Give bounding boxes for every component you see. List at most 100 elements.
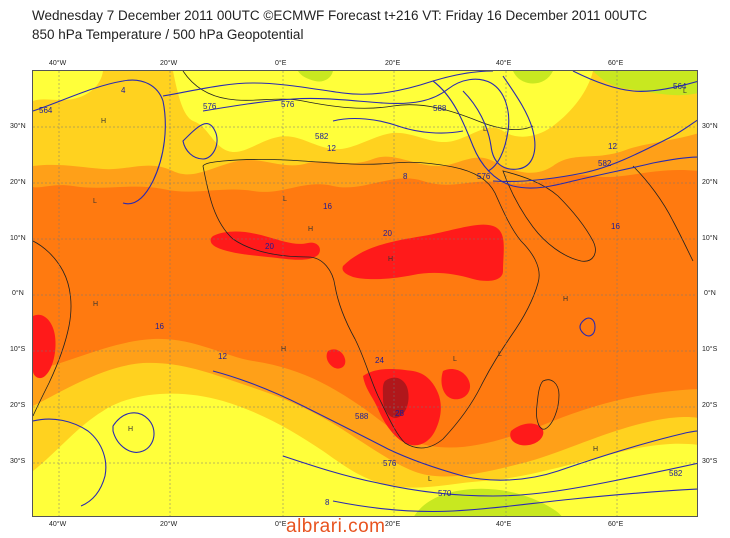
temp-band-cold-south	[414, 488, 562, 516]
pressure-center: L	[683, 88, 687, 95]
pressure-centers: H L H L H L H L H H L H L H L	[93, 88, 687, 483]
lat-label-left: 0°N	[12, 290, 24, 297]
temp-label: 20	[383, 229, 392, 238]
lat-label-left: 30°N	[10, 123, 26, 130]
pressure-center: H	[128, 426, 133, 433]
temp-label: 4	[121, 86, 126, 95]
pressure-center: L	[283, 196, 287, 203]
contour-line	[182, 123, 218, 160]
temp-label: 16	[155, 322, 164, 331]
temp-band-cold-north	[593, 71, 697, 96]
coast-india	[632, 165, 694, 262]
lat-label-left: 10°N	[10, 235, 26, 242]
temp-zone-very-hot	[342, 224, 504, 281]
temp-zone-extreme	[382, 377, 409, 418]
lon-label-top: 0°E	[275, 60, 287, 67]
geopotential-label: 582	[598, 159, 612, 168]
lon-label-top: 20°E	[385, 60, 401, 67]
lon-label-bottom: 40°E	[496, 521, 512, 528]
temp-label: 16	[323, 202, 332, 211]
temp-label: 8	[325, 498, 330, 507]
title-line-1: Wednesday 7 December 2011 00UTC ©ECMWF F…	[32, 8, 648, 23]
contour-line	[432, 80, 697, 189]
lon-label-bottom: 0°E	[275, 521, 287, 528]
pressure-center: H	[388, 256, 393, 263]
contour-line	[202, 78, 510, 172]
temp-zone-very-hot	[33, 314, 56, 379]
lat-label-right: 10°N	[702, 235, 718, 242]
temp-label: 12	[327, 144, 336, 153]
geopotential-label: 588	[433, 104, 447, 113]
contour-line	[33, 418, 107, 507]
geopotential-label: 582	[315, 132, 329, 141]
geopotential-label: 588	[355, 412, 369, 421]
lon-label-bottom: 40°W	[49, 521, 67, 528]
geopotential-label: 564	[39, 106, 53, 115]
temp-label: 16	[611, 222, 620, 231]
lat-label-left: 30°S	[10, 458, 26, 465]
contour-line	[33, 79, 166, 205]
pressure-center: H	[93, 301, 98, 308]
contour-line	[112, 412, 155, 453]
forecast-map: 4 8 12 16 20 24 28 12 16 20 12 16 8 564 …	[32, 70, 698, 517]
pressure-center: H	[308, 226, 313, 233]
lon-label-top: 40°E	[496, 60, 512, 67]
geopotential-label: 564	[673, 82, 687, 91]
lat-label-right: 30°N	[702, 123, 718, 130]
temp-label: 20	[265, 242, 274, 251]
lat-label-right: 0°N	[704, 290, 716, 297]
temp-label: 12	[608, 142, 617, 151]
lon-label-top: 20°W	[160, 60, 178, 67]
geopotential-labels: 564 576 576 582 588 576 582 564 570 576 …	[39, 82, 687, 498]
contour-line	[579, 317, 596, 337]
geopotential-label: 576	[383, 459, 397, 468]
map-title: Wednesday 7 December 2011 00UTC ©ECMWF F…	[32, 6, 647, 44]
title-line-2: 850 hPa Temperature / 500 hPa Geopotenti…	[32, 27, 304, 42]
geopotential-contours	[33, 71, 697, 513]
lat-label-left: 20°N	[10, 179, 26, 186]
pressure-center: L	[428, 476, 432, 483]
pressure-center: H	[593, 446, 598, 453]
lat-label-right: 10°S	[702, 346, 718, 353]
temp-zone-very-hot	[326, 349, 346, 369]
lat-label-left: 10°S	[10, 346, 26, 353]
lon-label-top: 40°W	[49, 60, 67, 67]
contour-line	[332, 117, 464, 134]
coast-arabia	[502, 170, 596, 262]
lat-label-right: 20°S	[702, 402, 718, 409]
contour-line	[492, 119, 697, 183]
pressure-center: L	[483, 126, 487, 133]
temp-label: 28	[395, 409, 404, 418]
lat-label-left: 20°S	[10, 402, 26, 409]
temp-band-cold-patch	[513, 71, 553, 84]
coastlines	[33, 71, 694, 449]
lon-label-bottom: 20°W	[160, 521, 178, 528]
temp-band-cool-northwest	[33, 71, 103, 101]
geopotential-label: 576	[281, 100, 295, 109]
contour-line	[282, 455, 697, 497]
pressure-center: L	[453, 356, 457, 363]
temp-zone-very-hot	[441, 369, 471, 400]
temp-zone-very-hot	[510, 423, 544, 446]
coast-europe	[182, 71, 534, 131]
pressure-center: H	[281, 346, 286, 353]
pressure-center: L	[498, 351, 502, 358]
temp-label: 12	[218, 352, 227, 361]
contour-line	[212, 370, 697, 481]
pressure-center: H	[563, 296, 568, 303]
geopotential-label: 576	[203, 102, 217, 111]
geopotential-label: 582	[669, 469, 683, 478]
coast-south-america	[33, 240, 72, 417]
temp-label: 8	[403, 172, 408, 181]
temp-band-cool-north	[173, 71, 593, 153]
temperature-labels: 4 8 12 16 20 24 28 12 16 20 12 16 8	[121, 86, 620, 507]
temp-zone-very-hot	[210, 231, 320, 260]
lat-label-right: 30°S	[702, 458, 718, 465]
lon-label-bottom: 20°E	[385, 521, 401, 528]
coast-africa	[202, 159, 540, 449]
contour-line	[572, 71, 697, 92]
coast-madagascar	[536, 379, 560, 430]
geopotential-label: 576	[477, 172, 491, 181]
graticule	[33, 71, 697, 516]
lon-label-bottom: 60°E	[608, 521, 624, 528]
